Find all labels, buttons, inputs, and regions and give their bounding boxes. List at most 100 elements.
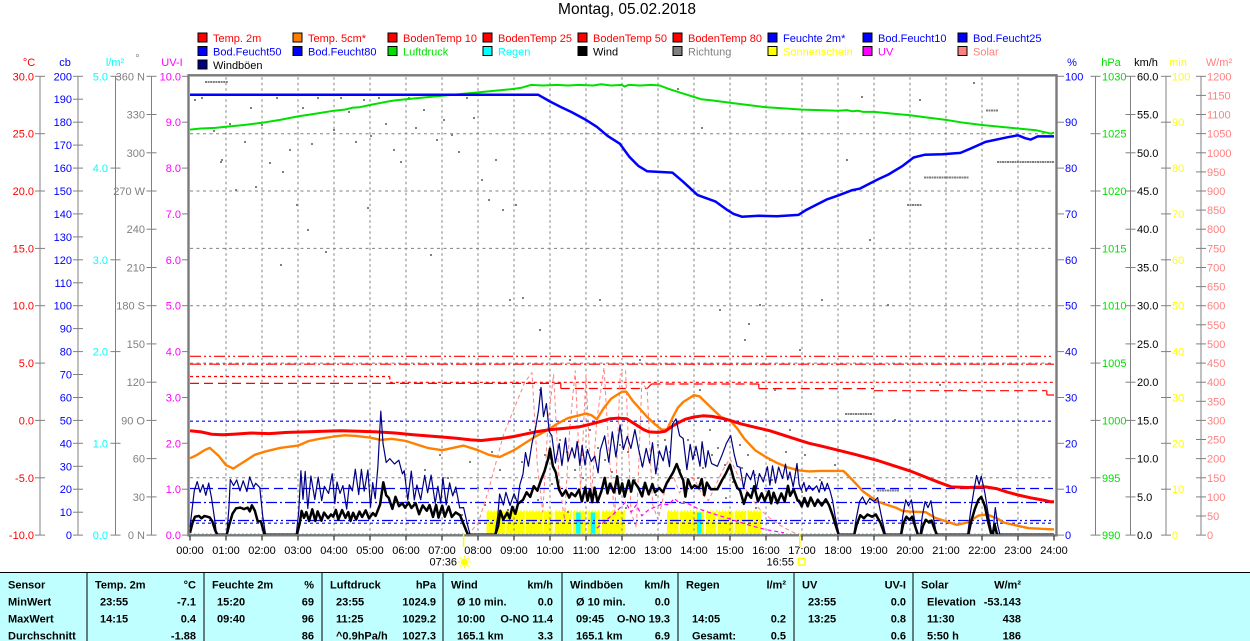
svg-text:0.4: 0.4 [181, 614, 197, 626]
svg-text:23:55: 23:55 [100, 597, 128, 609]
svg-text:01:00: 01:00 [212, 545, 240, 557]
svg-text:80: 80 [1065, 163, 1077, 175]
svg-text:l/m²: l/m² [766, 580, 786, 592]
svg-text:6.9: 6.9 [655, 631, 670, 641]
svg-text:km/h: km/h [527, 580, 553, 592]
svg-text:0.0: 0.0 [19, 415, 34, 427]
svg-text:0.0: 0.0 [93, 530, 108, 542]
svg-text:09:00: 09:00 [500, 545, 528, 557]
svg-text:990: 990 [1102, 530, 1120, 542]
svg-text:UV: UV [878, 47, 894, 59]
svg-text:438: 438 [1003, 614, 1021, 626]
svg-text:60: 60 [1065, 255, 1077, 267]
svg-text:100: 100 [1207, 492, 1225, 504]
svg-text:Feuchte 2m: Feuchte 2m [212, 580, 273, 592]
svg-text:20: 20 [60, 484, 72, 496]
svg-text:11:30: 11:30 [927, 614, 955, 626]
svg-text:30: 30 [1172, 393, 1184, 405]
svg-text:45.0: 45.0 [1137, 186, 1158, 198]
svg-text:200: 200 [54, 71, 72, 83]
svg-text:100: 100 [1065, 71, 1083, 83]
svg-text:90: 90 [1172, 117, 1184, 129]
svg-text:Solar: Solar [973, 47, 999, 59]
svg-text:15.0: 15.0 [1137, 415, 1158, 427]
svg-text:Sonnenschein: Sonnenschein [783, 47, 853, 59]
svg-text:W/m²: W/m² [994, 580, 1021, 592]
svg-text:O-NO 19.3: O-NO 19.3 [617, 614, 670, 626]
svg-text:4.0: 4.0 [93, 163, 108, 175]
svg-text:0.6: 0.6 [891, 631, 906, 641]
svg-text:50: 50 [1207, 511, 1219, 523]
svg-text:Regen: Regen [498, 47, 530, 59]
svg-text:60: 60 [133, 454, 145, 466]
svg-text:3.0: 3.0 [166, 393, 181, 405]
svg-text:3.3: 3.3 [538, 631, 553, 641]
svg-text:0: 0 [66, 530, 72, 542]
svg-text:1000: 1000 [1102, 415, 1126, 427]
svg-text:60.0: 60.0 [1137, 71, 1158, 83]
svg-text:BodenTemp 10: BodenTemp 10 [403, 33, 477, 45]
svg-text:1.0: 1.0 [93, 438, 108, 450]
svg-text:1150: 1150 [1207, 90, 1231, 102]
svg-text:Temp. 2m: Temp. 2m [213, 33, 261, 45]
svg-text:140: 140 [54, 209, 72, 221]
svg-text:10: 10 [1172, 484, 1184, 496]
svg-text:16:55: 16:55 [766, 557, 794, 569]
svg-text:14:00: 14:00 [680, 545, 708, 557]
svg-text:50: 50 [60, 415, 72, 427]
svg-text:07:00: 07:00 [428, 545, 456, 557]
svg-text:22:00: 22:00 [968, 545, 996, 557]
svg-text:30: 30 [1065, 393, 1077, 405]
svg-text:10:00: 10:00 [536, 545, 564, 557]
svg-text:UV-I: UV-I [161, 57, 182, 69]
svg-text:40.0: 40.0 [1137, 224, 1158, 236]
svg-text:180 S: 180 S [116, 301, 145, 313]
svg-text:0.0: 0.0 [538, 597, 553, 609]
svg-text:Windböen: Windböen [213, 60, 263, 72]
svg-text:12:00: 12:00 [608, 545, 636, 557]
svg-text:360 N: 360 N [116, 71, 145, 83]
svg-text:20:00: 20:00 [896, 545, 924, 557]
svg-text:15.0: 15.0 [13, 243, 34, 255]
svg-text:08:00: 08:00 [464, 545, 492, 557]
svg-text:18:00: 18:00 [824, 545, 852, 557]
svg-text:MinWert: MinWert [8, 597, 52, 609]
svg-text:06:00: 06:00 [392, 545, 420, 557]
svg-text:20: 20 [1065, 438, 1077, 450]
svg-text:70: 70 [1172, 209, 1184, 221]
svg-text:Durchschnitt: Durchschnitt [8, 631, 76, 641]
svg-text:-5.0: -5.0 [15, 473, 34, 485]
svg-text:°C: °C [23, 57, 35, 69]
svg-text:50.0: 50.0 [1137, 148, 1158, 160]
svg-text:400: 400 [1207, 377, 1225, 389]
svg-text:21:00: 21:00 [932, 545, 960, 557]
svg-text:600: 600 [1207, 301, 1225, 313]
svg-text:90: 90 [60, 324, 72, 336]
svg-text:10.0: 10.0 [1137, 454, 1158, 466]
svg-text:Luftdruck: Luftdruck [403, 47, 449, 59]
svg-text:110: 110 [54, 278, 72, 290]
svg-text:950: 950 [1207, 167, 1225, 179]
svg-text:cb: cb [59, 57, 71, 69]
svg-text:16:00: 16:00 [752, 545, 780, 557]
svg-text:170: 170 [54, 140, 72, 152]
svg-text:1027.3: 1027.3 [402, 631, 436, 641]
svg-text:150: 150 [1207, 473, 1225, 485]
svg-text:1100: 1100 [1207, 110, 1231, 122]
svg-text:00:00: 00:00 [176, 545, 204, 557]
svg-text:350: 350 [1207, 396, 1225, 408]
svg-text:40: 40 [1172, 347, 1184, 359]
svg-text:Montag, 05.02.2018: Montag, 05.02.2018 [558, 1, 696, 18]
svg-text:23:00: 23:00 [1004, 545, 1032, 557]
svg-text:13:25: 13:25 [808, 614, 836, 626]
svg-text:14:05: 14:05 [692, 614, 720, 626]
svg-text:30.0: 30.0 [1137, 301, 1158, 313]
svg-text:0: 0 [1207, 530, 1213, 542]
svg-text:550: 550 [1207, 320, 1225, 332]
svg-text:24:00: 24:00 [1040, 545, 1068, 557]
svg-text:80: 80 [1172, 163, 1184, 175]
svg-text:1024.9: 1024.9 [402, 597, 436, 609]
svg-text:40: 40 [60, 438, 72, 450]
svg-text:°: ° [135, 53, 139, 65]
svg-text:10: 10 [60, 507, 72, 519]
